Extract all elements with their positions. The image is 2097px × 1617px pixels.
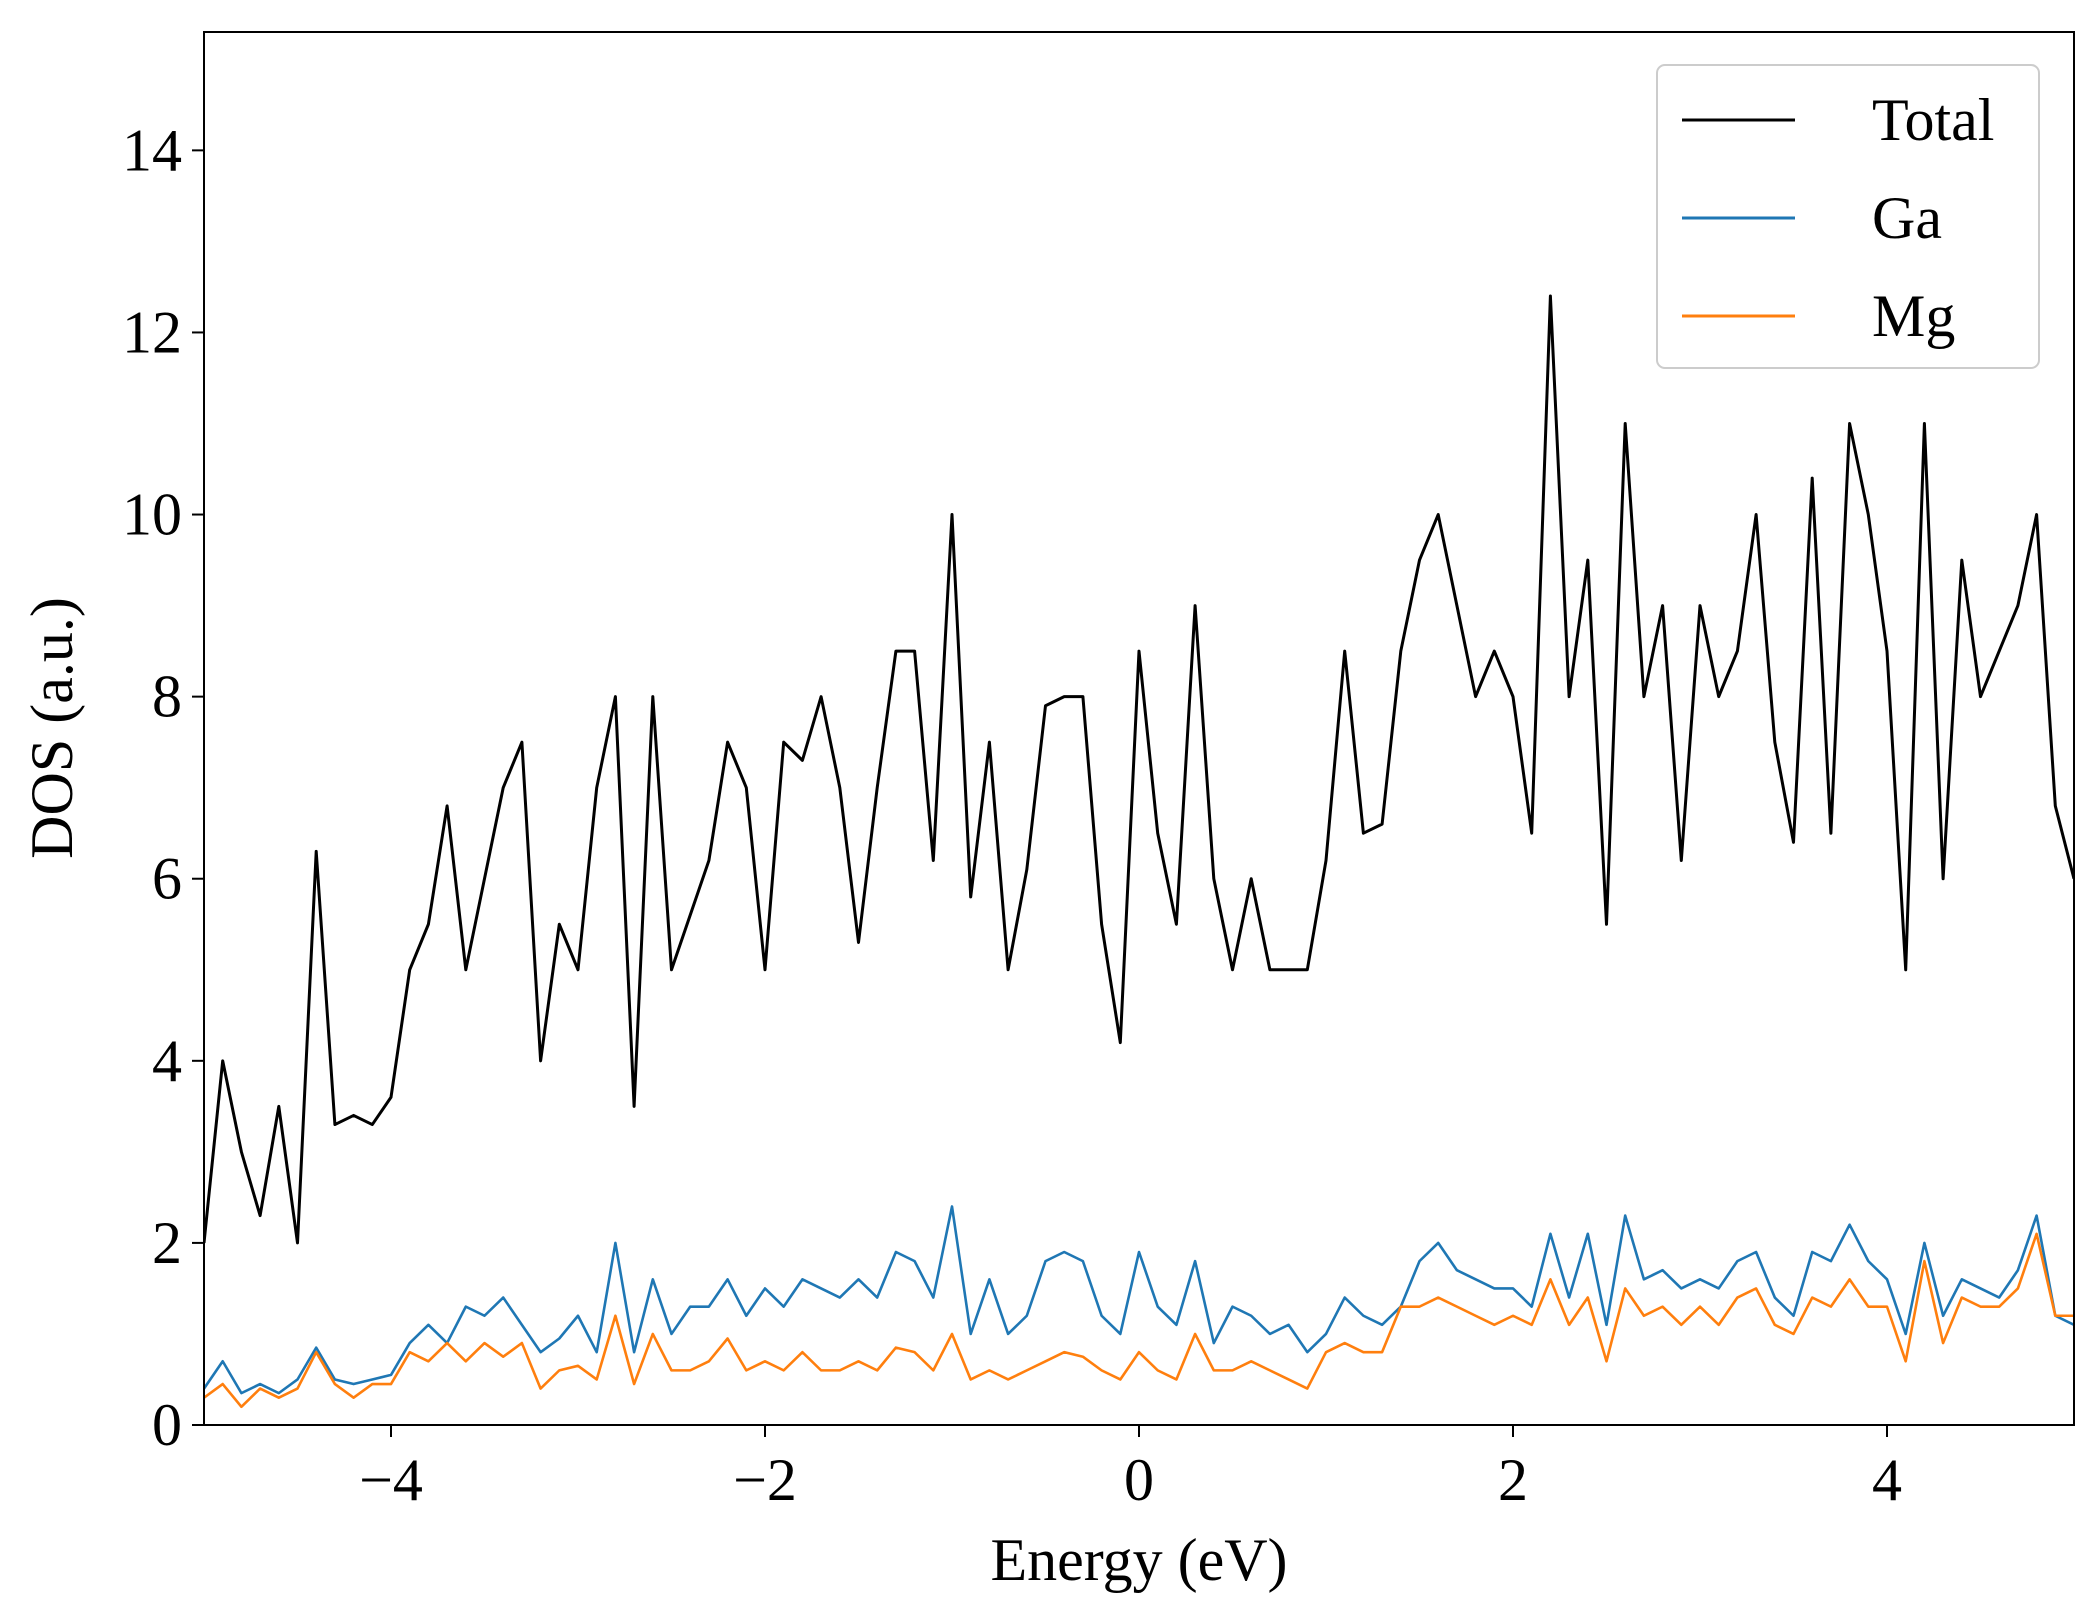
x-axis-label: Energy (eV) (990, 1527, 1287, 1593)
plot-frame (203, 31, 2075, 1426)
y-tick-label: 6 (152, 846, 182, 912)
x-tick-label: 0 (1124, 1447, 1154, 1513)
series-line (204, 1205, 2074, 1395)
y-tick-label: 10 (122, 482, 182, 548)
y-tick-label: 0 (152, 1392, 182, 1458)
series-line (204, 1232, 2074, 1409)
series-line (204, 294, 2074, 1245)
y-tick-label: 4 (152, 1028, 182, 1094)
y-tick-label: 8 (152, 664, 182, 730)
y-tick-label: 2 (152, 1210, 182, 1276)
legend-box (1656, 64, 2040, 369)
y-axis-label: DOS (a.u.) (19, 597, 85, 859)
y-tick-label: 14 (122, 117, 182, 183)
legend-label: Mg (1872, 283, 1955, 349)
x-tick-label: −2 (733, 1447, 797, 1513)
legend-label: Total (1872, 87, 1994, 153)
legend-label: Ga (1872, 185, 1942, 251)
y-tick-label: 12 (122, 299, 182, 365)
x-tick-label: 2 (1498, 1447, 1528, 1513)
x-tick-label: 4 (1872, 1447, 1902, 1513)
x-tick-label: −4 (359, 1447, 423, 1513)
